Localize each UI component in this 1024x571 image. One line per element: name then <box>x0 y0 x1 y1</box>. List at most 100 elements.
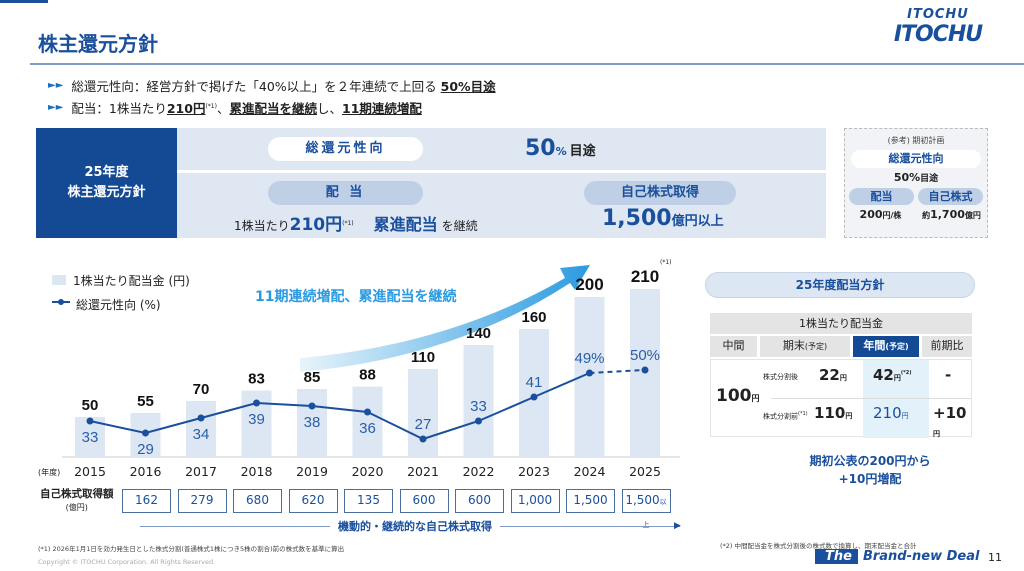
payout-point <box>475 417 482 425</box>
dividend-label: 50 <box>82 397 99 414</box>
note-ref: (*2) <box>900 370 912 376</box>
page-number: 11 <box>988 551 1002 564</box>
payout-point <box>586 369 593 377</box>
buyback-amount: 135 <box>344 489 393 513</box>
payout-point <box>419 435 427 443</box>
reference-bb-unit: 億円 <box>964 211 981 220</box>
title-divider <box>30 63 1024 65</box>
table-title: 1株当たり配当金 <box>710 313 972 334</box>
reference-bb-prefix: 約 <box>922 211 931 220</box>
buyback-amount: 279 <box>177 489 227 513</box>
after-yearend: 22円 <box>819 366 847 384</box>
note-ref: (*1) <box>342 220 354 227</box>
dividend-label: 210 <box>631 267 659 286</box>
reference-dividend-value: 200 <box>859 208 883 221</box>
buyback-value: 1,500 <box>602 206 672 231</box>
bullet-emphasis: 50%目途 <box>440 79 496 94</box>
dividend-prefix: 1株当たり <box>234 219 290 233</box>
buyback-value: 135 <box>357 493 380 507</box>
policy-title: 株主還元方針 <box>67 185 146 200</box>
legend-bar-label: 1株当たり配当金 (円) <box>73 274 190 288</box>
yen-unit: 円 <box>845 412 853 420</box>
payout-value: 50 <box>525 136 556 161</box>
dividend-label: 88 <box>359 367 376 384</box>
buyback-detail: 1,500億円以上 <box>602 206 724 231</box>
payout-label: 29 <box>137 441 154 458</box>
yen-unit: 円 <box>933 430 940 438</box>
policy-heading: 25年度配当方針 <box>705 272 975 298</box>
arrow-head-icon: ▶ <box>674 521 681 531</box>
buyback-value: 620 <box>301 493 325 507</box>
policy-label: 25年度株主還元方針 <box>36 128 177 238</box>
dividend-bar <box>408 369 438 457</box>
payout-line <box>89 372 590 441</box>
payout-suffix: 目途 <box>569 144 596 159</box>
payout-unit: % <box>555 145 567 158</box>
after-yoy: - <box>945 366 952 384</box>
payout-label: 50% <box>630 347 660 364</box>
bullet-dividend: ►► 配当：1株当たり210円(*1)、累進配当を継続し、11期連続増配 <box>48 98 422 117</box>
bullet-emphasis: 累進配当を継続 <box>229 101 317 116</box>
before-yearend: 110円 <box>814 404 852 422</box>
x-tick-label: 2018 <box>240 464 273 479</box>
before-annual: 210円 <box>873 404 909 422</box>
payout-label: 41 <box>526 374 543 391</box>
after-yearend-value: 22 <box>819 366 840 384</box>
dividend-label: 110 <box>411 349 435 366</box>
slogan-the: The <box>815 549 858 564</box>
progressive-suffix: を継続 <box>441 219 478 233</box>
payout-point <box>641 366 649 374</box>
dividend-value: 210円 <box>289 215 343 235</box>
logo-top-text: ITOCHU <box>907 7 969 22</box>
yen-unit: 円 <box>893 374 901 382</box>
buyback-value: 680 <box>246 493 269 507</box>
buyback-amount: 620 <box>288 489 338 513</box>
col-annual: 年間(予定) <box>853 336 919 357</box>
dividend-label: 85 <box>304 369 321 386</box>
buyback-unit: (億円) <box>65 503 88 512</box>
buyback-amount: 162 <box>122 489 171 513</box>
col-planned: (予定) <box>804 342 828 351</box>
interim-value: 100円 <box>716 386 760 406</box>
buyback-label-text: 自己株式取得額 <box>40 488 114 500</box>
x-axis-label: (年度) <box>38 468 61 477</box>
payout-point <box>364 408 371 416</box>
buyback-value: 600 <box>468 493 491 507</box>
payout-point <box>86 417 94 425</box>
dividend-label: 70 <box>193 381 210 398</box>
x-tick-label: 2023 <box>518 464 550 479</box>
arrow-bullet-icon: ►► <box>48 80 64 91</box>
logo-main-text: ITOCHU <box>893 22 983 47</box>
footnote-1: (*1) 2026年1月1日を効力発生日とした株式分割(普通株式1株につき5株の… <box>38 545 345 553</box>
buyback-amount: 600 <box>455 489 504 513</box>
x-tick-label: 2017 <box>185 464 217 479</box>
bullet-text: 、 <box>216 101 230 116</box>
payout-label: 36 <box>359 420 376 437</box>
buyback-amount: 1,000 <box>510 489 560 513</box>
reference-payout-suffix: 目途 <box>920 174 939 184</box>
before-split-label: 株式分割前(*1) <box>763 411 808 421</box>
col-yearend-label: 期末 <box>782 339 805 352</box>
buyback-amount: 680 <box>233 489 282 513</box>
col-interim: 中間 <box>710 336 757 357</box>
payout-label: 33 <box>470 398 487 415</box>
dividend-label: 200 <box>575 275 603 294</box>
before-label-text: 株式分割前 <box>763 412 798 421</box>
payout-pill: 総還元性向 <box>268 137 423 161</box>
policy-year: 25年度 <box>84 165 129 180</box>
policy-divider <box>177 170 826 173</box>
payout-label: 39 <box>248 411 265 428</box>
reference-dividend-unit: 円/株 <box>882 211 902 220</box>
annual-highlight <box>863 360 929 438</box>
dividend-bar <box>297 389 327 457</box>
dividend-bar <box>352 386 383 457</box>
payout-label: 33 <box>82 429 99 446</box>
reference-payout-value: 50% <box>893 171 921 184</box>
x-tick-label: 2019 <box>296 464 328 479</box>
col-yearend: 期末(予定) <box>760 336 850 357</box>
note-ref: (*1) <box>798 411 808 417</box>
footnote-2: (*2) 中間配当金を株式分割後の株式数で換算し、期末配当金と合計 <box>720 542 917 550</box>
reference-payout-label: 総還元性向 <box>851 150 981 168</box>
yen-unit: 円 <box>839 374 847 382</box>
payout-label: 34 <box>193 426 210 443</box>
